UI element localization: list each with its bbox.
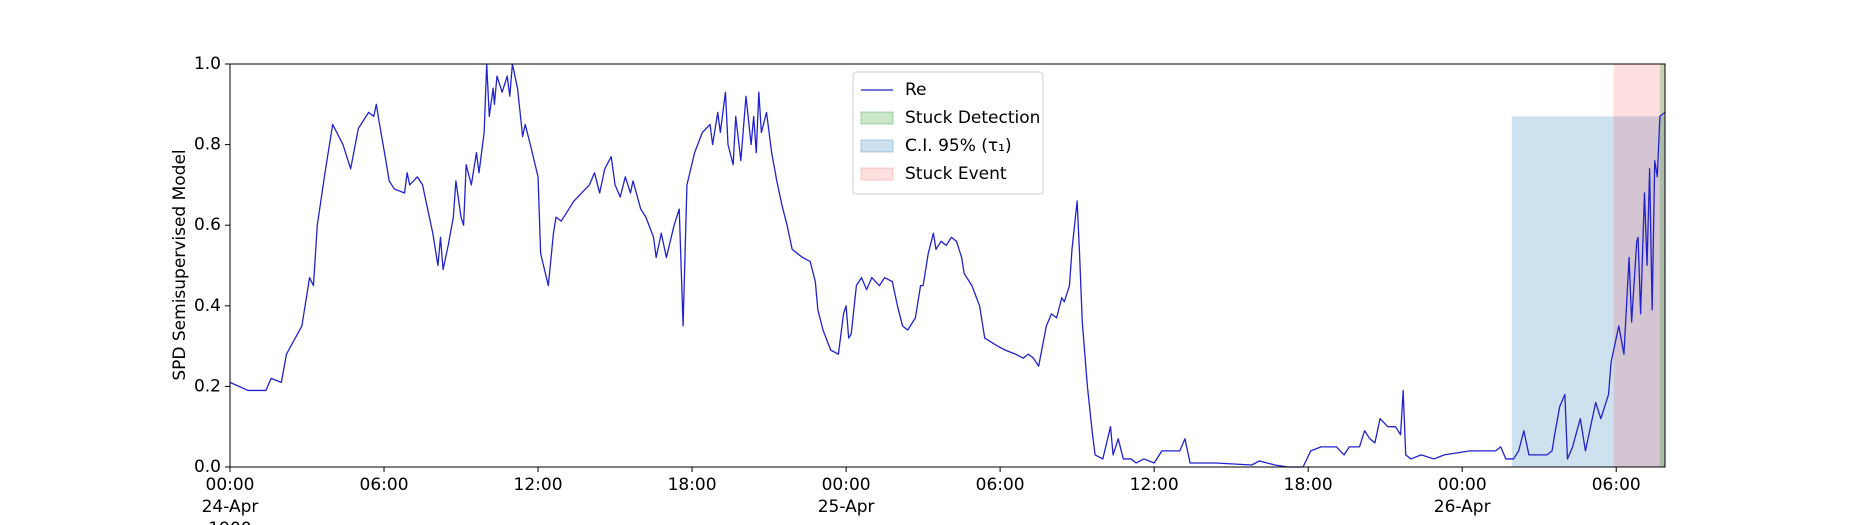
x-date-label: 24-Apr — [202, 497, 259, 517]
y-tick-label: 1.0 — [194, 54, 221, 74]
x-date-label: 25-Apr — [818, 497, 875, 517]
x-tick-label: 18:00 — [668, 475, 717, 495]
legend-label: Re — [905, 80, 927, 100]
x-tick-label: 06:00 — [1592, 475, 1641, 495]
x-year-label: 1900 — [208, 519, 251, 525]
y-axis-label: SPD Semisupervised Model — [170, 149, 190, 380]
x-date-label: 26-Apr — [1434, 497, 1491, 517]
x-tick-label: 06:00 — [976, 475, 1025, 495]
legend-patch — [860, 167, 894, 181]
legend: Re Stuck Detection C.I. 95% (τ₁) Stuck Even… — [852, 71, 1044, 195]
legend-label: C.I. 95% (τ₁) — [905, 136, 1012, 156]
x-tick-label: 00:00 — [822, 475, 871, 495]
legend-patch — [860, 111, 894, 125]
legend-patch — [860, 139, 894, 153]
y-tick-label: 0.6 — [194, 215, 221, 235]
legend-box — [852, 71, 1044, 195]
plot-frame — [229, 63, 1666, 468]
y-tick-label: 0.4 — [194, 296, 221, 316]
x-tick-label: 12:00 — [1130, 475, 1179, 495]
shaded-region — [1659, 64, 1665, 467]
x-tick-label: 06:00 — [360, 475, 409, 495]
x-tick-label: 12:00 — [514, 475, 563, 495]
y-tick-label: 0.2 — [194, 376, 221, 396]
x-tick-label: 00:00 — [206, 475, 255, 495]
data-line — [229, 63, 1666, 468]
legend-label: Stuck Event — [905, 164, 1007, 184]
x-tick-label: 00:00 — [1438, 475, 1487, 495]
x-tick-label: 18:00 — [1284, 475, 1333, 495]
legend-label: Stuck Detection — [905, 108, 1040, 128]
y-tick-label: 0.8 — [194, 135, 221, 155]
y-tick-label: 0.0 — [194, 457, 221, 477]
